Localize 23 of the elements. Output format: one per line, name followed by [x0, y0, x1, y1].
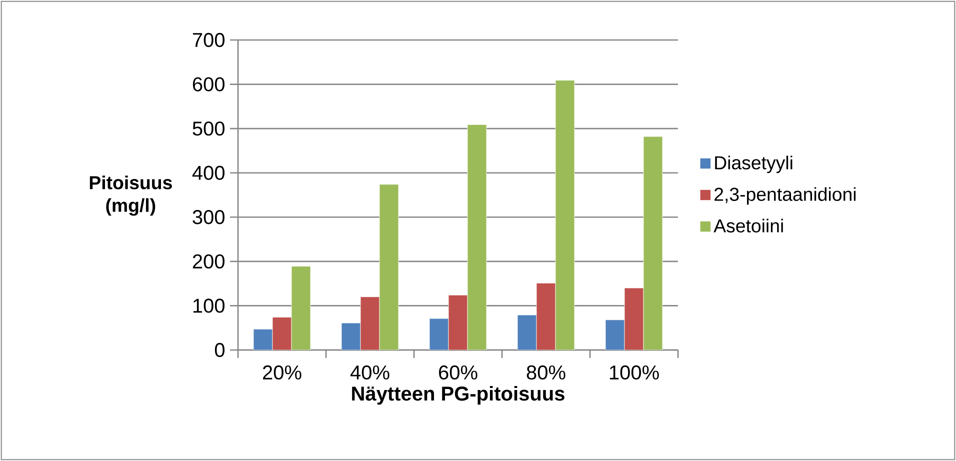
x-tick-label: 40%: [350, 365, 390, 380]
x-tick-label: 20%: [262, 365, 302, 380]
x-axis-title: Näytteen PG-pitoisuus: [352, 386, 564, 405]
y-tick-label: 600: [192, 77, 224, 92]
y-axis-title: Pitoisuus (mg/l): [90, 176, 172, 216]
y-tick-label: 100: [193, 298, 224, 313]
x-tick-label: 60%: [439, 365, 478, 380]
legend-label: Diasetyyli: [715, 156, 792, 174]
y-tick-label: 300: [192, 210, 224, 224]
y-tick-label: 700: [192, 32, 224, 48]
y-tick-label: 400: [192, 166, 224, 180]
x-tick-label: 100%: [610, 365, 659, 380]
bar: [467, 124, 487, 350]
y-tick-label: 200: [192, 254, 224, 269]
bar: [555, 80, 575, 350]
bar: [379, 184, 399, 350]
bar: [643, 136, 663, 350]
y-tick-label: 500: [192, 121, 224, 136]
legend-label: 2,3-pentaanidioni: [714, 187, 856, 205]
legend-label: Asetoiini: [714, 218, 783, 232]
bar: [291, 266, 311, 350]
y-tick-label: 0: [214, 342, 224, 358]
x-tick-label: 80%: [526, 365, 566, 380]
